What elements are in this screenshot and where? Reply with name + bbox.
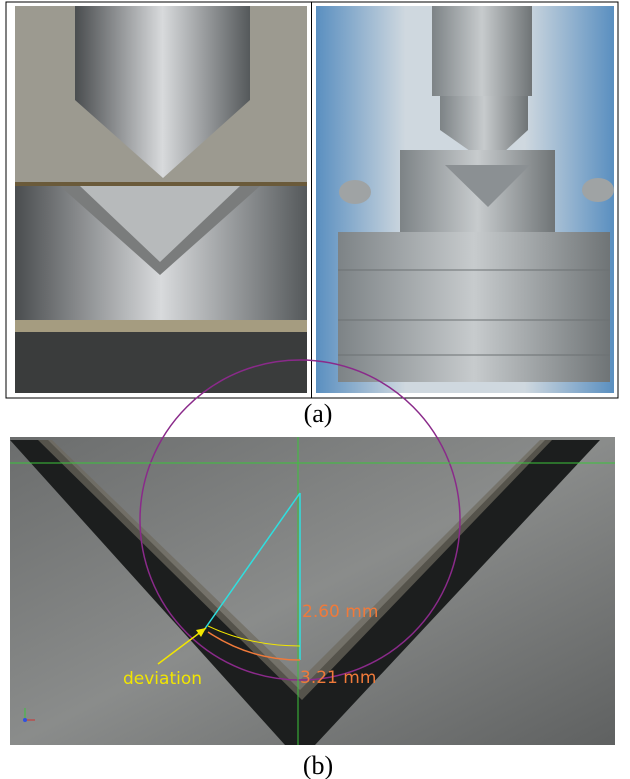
measurement-label: 2.60 mm bbox=[302, 602, 378, 622]
photo-left bbox=[15, 6, 307, 393]
caption-a: (a) bbox=[304, 399, 333, 428]
photo-right bbox=[316, 6, 614, 393]
annotation-label: deviation bbox=[123, 669, 202, 689]
caption-b: (b) bbox=[303, 751, 333, 779]
figure: (a) 2.60 mm 3.21 mm deviation (b) bbox=[0, 0, 630, 779]
measurement-label: 3.21 mm bbox=[300, 668, 376, 688]
